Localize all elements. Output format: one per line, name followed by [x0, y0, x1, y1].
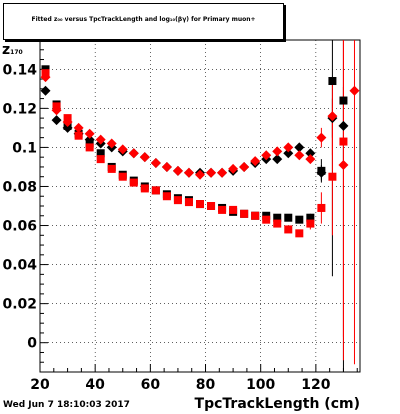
data-point-square	[262, 215, 271, 224]
data-point-square	[41, 69, 50, 78]
y-tick-label: 0.12	[2, 101, 37, 117]
x-axis-label: TpcTrackLength (cm)	[194, 396, 360, 412]
data-point-diamond	[294, 142, 305, 153]
x-tick-label: 40	[85, 377, 105, 393]
data-point-diamond	[206, 167, 217, 178]
data-point-square	[339, 96, 348, 105]
data-point-diamond	[250, 156, 261, 167]
data-point-square	[207, 202, 216, 210]
data-point-square	[74, 131, 83, 140]
data-point-square	[96, 155, 105, 164]
data-point-square	[96, 149, 105, 158]
data-point-diamond	[139, 152, 150, 163]
data-point-diamond	[294, 150, 305, 161]
data-point-diamond	[338, 120, 349, 131]
data-point-square	[295, 229, 304, 238]
y-axis-label-sub: 170	[10, 49, 23, 56]
x-tick-label: 100	[246, 377, 275, 393]
timestamp: Wed Jun 7 18:10:03 2017	[3, 400, 130, 410]
data-point-square	[140, 184, 149, 193]
data-point-diamond	[73, 122, 84, 133]
data-point-diamond	[283, 148, 294, 159]
data-point-diamond	[195, 169, 205, 180]
data-point-square	[151, 186, 160, 195]
data-point-square	[328, 172, 337, 181]
data-point-diamond	[283, 142, 294, 153]
y-tick-label: 0.1	[12, 140, 37, 156]
data-point-square	[63, 114, 72, 123]
data-point-square	[184, 198, 193, 207]
data-point-diamond	[106, 138, 117, 149]
data-point-diamond	[261, 150, 272, 161]
data-point-diamond	[40, 85, 51, 96]
data-point-diamond	[172, 165, 183, 176]
data-point-diamond	[239, 161, 250, 172]
data-point-diamond	[327, 111, 338, 122]
data-point-diamond	[128, 148, 139, 159]
data-point-square	[317, 203, 326, 212]
data-point-square	[173, 196, 182, 205]
tick-labels: 20 40 60 80 100 120 0 0.02 0.04 0.06 0.08 0.1 0.12 0.…	[2, 62, 330, 393]
data-point-square	[328, 77, 337, 86]
data-point-diamond	[272, 154, 283, 165]
data-point-diamond	[305, 154, 316, 165]
data-point-square	[196, 200, 204, 209]
data-point-diamond	[95, 134, 106, 145]
x-tick-label: 80	[196, 377, 216, 393]
data-point-diamond	[316, 132, 327, 143]
data-point-diamond	[217, 167, 228, 178]
grid	[39, 40, 360, 372]
data-point-diamond	[84, 128, 95, 139]
x-tick-label: 60	[141, 377, 161, 393]
data-point-diamond	[117, 144, 128, 155]
y-tick-label: 0.02	[2, 297, 37, 313]
data-point-square	[273, 213, 282, 222]
data-point-diamond	[183, 167, 194, 178]
y-tick-label: 0	[27, 336, 37, 352]
data-point-square	[129, 178, 138, 187]
data-point-square	[273, 219, 282, 228]
data-point-diamond	[272, 146, 283, 157]
y-tick-label: 0.14	[2, 62, 37, 78]
data-point-diamond	[161, 161, 172, 172]
data-point-diamond	[305, 148, 316, 159]
title-box: Fitted z₀₀ versus TpcTrackLength and log…	[3, 3, 284, 40]
y-tick-label: 0.04	[2, 258, 37, 274]
data-point-square	[306, 213, 315, 222]
data-point-square	[85, 143, 94, 152]
data-point-square	[317, 166, 326, 175]
data-point-square	[218, 205, 227, 214]
data-point-diamond	[150, 158, 161, 169]
data-point-square	[229, 205, 238, 214]
data-point-diamond	[51, 115, 62, 126]
data-point-square	[107, 164, 116, 173]
data-point-square	[306, 219, 315, 228]
data-point-diamond	[349, 85, 360, 96]
y-tick-label: 0.06	[2, 219, 37, 235]
y-axis-label-main: z	[2, 42, 11, 58]
data-point-square	[240, 209, 249, 218]
x-tick-label: 120	[301, 377, 330, 393]
data-point-square	[295, 215, 304, 224]
data-point-square	[284, 213, 293, 222]
y-tick-label: 0.08	[2, 179, 37, 195]
data-point-square	[162, 192, 171, 201]
chart-title: Fitted z₀₀ versus TpcTrackLength and log…	[31, 16, 256, 23]
data-point-diamond	[228, 163, 239, 174]
data-point-diamond	[338, 159, 349, 170]
data-point-square	[339, 137, 348, 146]
data-point-square	[251, 211, 260, 220]
data-point-square	[284, 225, 293, 234]
y-axis-label: z170	[2, 42, 23, 58]
data-point-square	[52, 102, 61, 111]
data-markers	[40, 65, 360, 238]
data-point-square	[118, 172, 127, 181]
x-tick-label: 20	[30, 377, 50, 393]
axis-ticks	[39, 49, 358, 372]
